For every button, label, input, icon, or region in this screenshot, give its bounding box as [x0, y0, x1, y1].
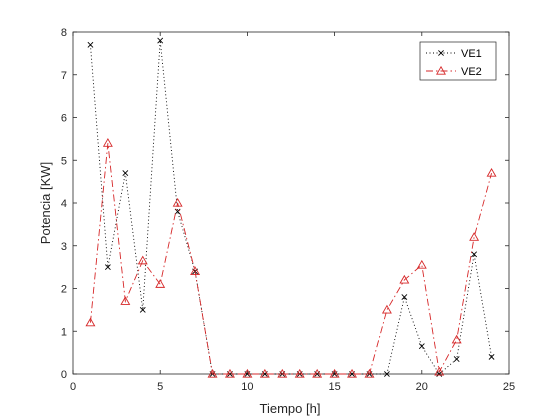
data-point-ve1: [488, 353, 495, 360]
data-point-ve2: [312, 368, 323, 378]
data-point-ve2: [486, 167, 497, 177]
legend: VE1 VE2: [419, 41, 497, 81]
legend-label-ve2: VE2: [461, 66, 482, 78]
data-point-ve2: [399, 274, 410, 284]
marker-stroke: [453, 356, 460, 362]
data-point-ve2: [277, 368, 288, 378]
data-point-ve2: [416, 259, 427, 269]
marker-stroke: [104, 264, 111, 271]
marker-stroke: [157, 37, 164, 44]
data-point-ve1: [122, 170, 129, 176]
y-tick-label: 0: [61, 369, 67, 381]
data-point-ve1: [471, 251, 478, 258]
marker-stroke: [401, 294, 408, 300]
series-ve2: [85, 138, 497, 378]
x-tick-label: 25: [503, 381, 515, 393]
axes-box: [72, 31, 510, 375]
legend-label-ve1: VE1: [461, 48, 482, 60]
data-point-ve2: [155, 279, 166, 288]
y-tick-label: 7: [61, 70, 67, 82]
marker-stroke: [418, 343, 425, 350]
data-point-ve1: [436, 371, 443, 377]
data-point-ve1: [418, 343, 425, 350]
data-point-ve2: [120, 296, 131, 305]
data-point-ve2: [137, 255, 148, 265]
marker-stroke: [87, 41, 94, 48]
y-tick-label: 8: [61, 27, 67, 39]
legend-box: [419, 41, 497, 81]
data-point-ve1: [401, 294, 408, 300]
data-point-ve2: [364, 368, 375, 378]
data-point-ve2: [85, 317, 96, 327]
data-point-ve2: [172, 197, 183, 207]
data-point-ve2: [434, 366, 445, 376]
data-point-ve2: [381, 304, 392, 314]
data-point-ve2: [242, 368, 253, 378]
marker-stroke: [471, 251, 478, 258]
data-point-ve1: [384, 371, 390, 377]
data-point-ve2: [259, 368, 270, 378]
data-point-ve1: [453, 356, 460, 362]
x-tick-label: 10: [241, 381, 253, 393]
data-point-ve1: [157, 37, 164, 44]
data-point-ve2: [224, 368, 235, 378]
legend-marker-sample: [436, 65, 446, 75]
series-line-ve2: [89, 143, 492, 375]
plot-area: [72, 31, 510, 375]
tick-labels: 0 5 10 15 20 25 0 1 2 3 4 5 6 7 8: [61, 27, 515, 393]
data-point-ve2: [329, 368, 340, 378]
marker-stroke: [488, 353, 495, 360]
y-tick-label: 1: [61, 326, 67, 338]
x-tick-label: 15: [328, 381, 340, 393]
data-point-ve2: [469, 232, 480, 241]
marker-stroke: [436, 371, 443, 377]
y-tick-label: 3: [61, 241, 67, 253]
x-tick-label: 5: [157, 381, 163, 393]
marker-stroke: [139, 306, 146, 313]
y-tick-label: 6: [61, 113, 67, 125]
legend-entry-ve2: [426, 65, 456, 75]
data-point-ve2: [207, 368, 218, 378]
data-point-ve1: [87, 41, 94, 48]
marker-stroke: [122, 170, 129, 176]
marker-stroke: [438, 50, 444, 56]
x-tick-label: 0: [70, 381, 76, 393]
data-point-ve1: [104, 264, 111, 271]
y-tick-label: 5: [61, 155, 67, 167]
data-point-ve2: [347, 368, 358, 378]
x-axis-label: Tiempo [h]: [260, 401, 321, 416]
data-point-ve2: [451, 334, 462, 344]
y-tick-label: 4: [61, 198, 67, 210]
y-tick-label: 2: [61, 284, 67, 296]
data-point-ve2: [190, 266, 201, 275]
legend-marker-sample: [438, 50, 444, 56]
series-lines: [85, 37, 497, 378]
marker-stroke: [384, 371, 390, 377]
x-tick-label: 20: [416, 381, 428, 393]
data-point-ve1: [139, 306, 146, 313]
data-point-ve2: [102, 138, 113, 147]
legend-entry-ve1: [426, 50, 456, 56]
data-point-ve2: [294, 368, 305, 378]
y-axis-label: Potencia [KW]: [38, 162, 53, 244]
series-line-ve1: [89, 40, 493, 375]
